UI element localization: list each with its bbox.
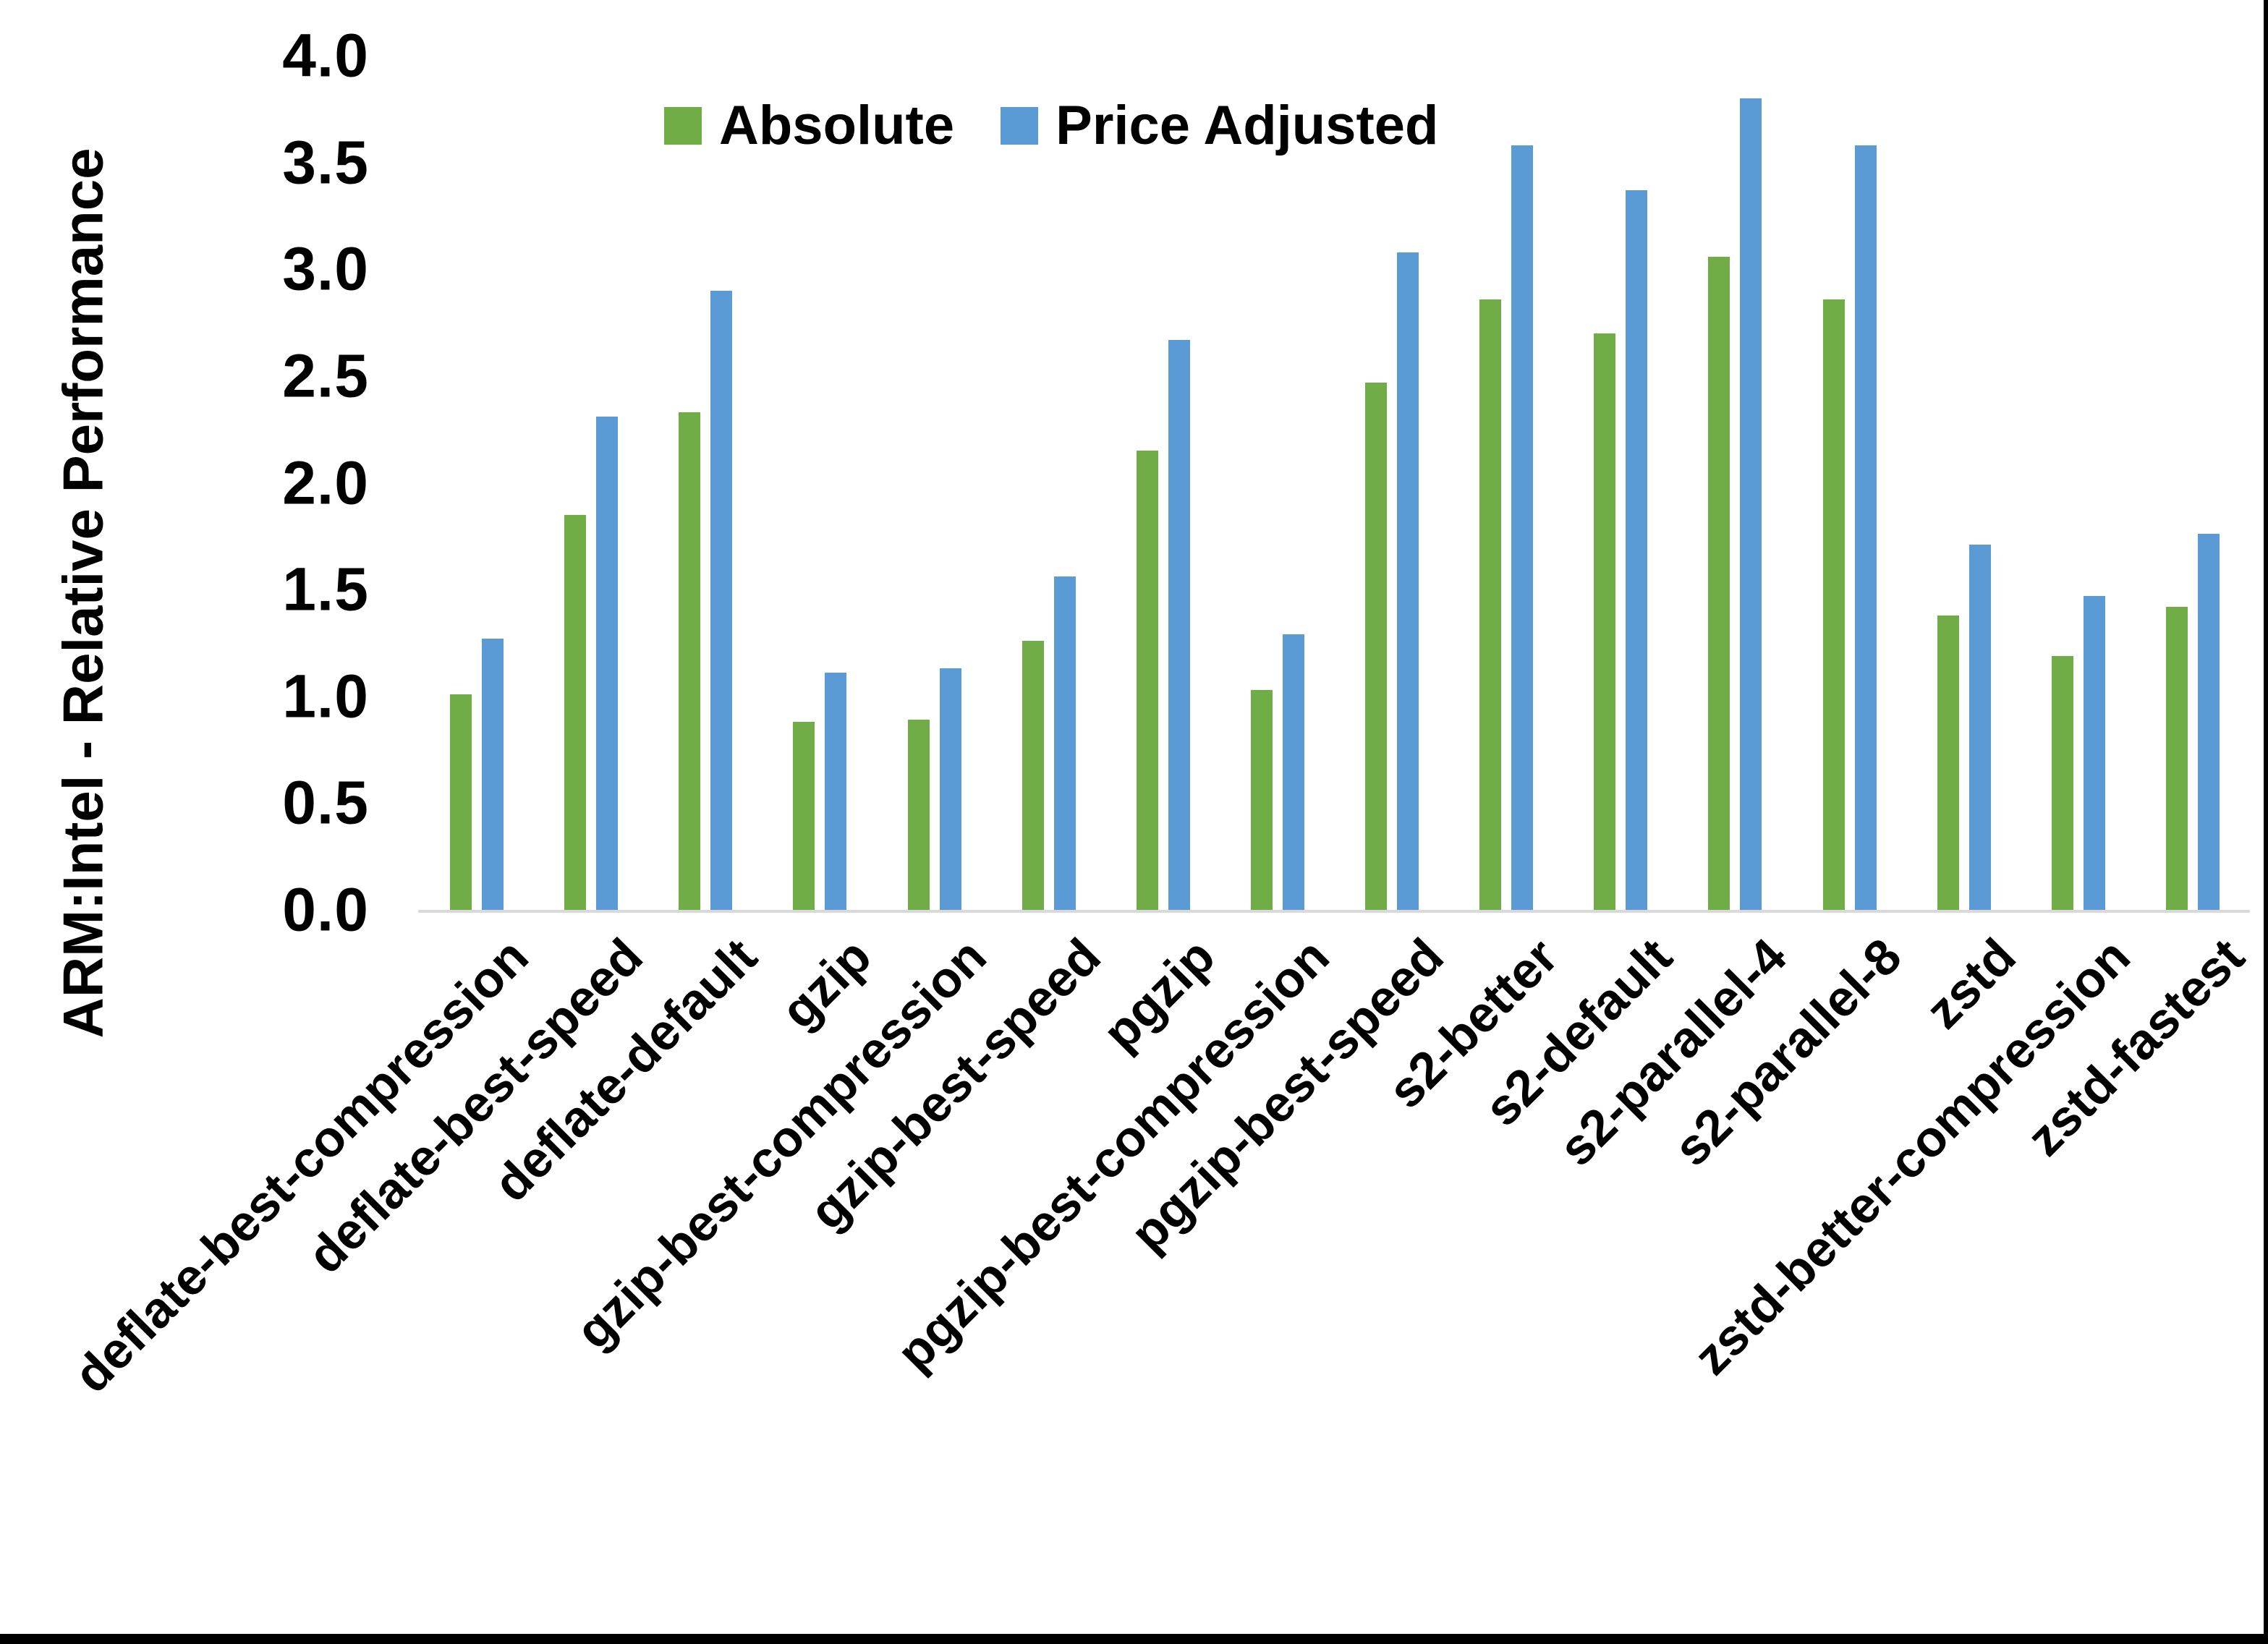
bar-price-adjusted <box>1854 145 1877 910</box>
bar-group <box>1793 56 1907 910</box>
bar-price-adjusted <box>596 416 619 910</box>
bar-group <box>648 56 763 910</box>
bar-absolute <box>1250 689 1273 910</box>
y-tick-label: 1.5 <box>282 555 369 623</box>
bar-price-adjusted <box>939 668 961 910</box>
bar-absolute <box>450 694 472 910</box>
legend-label-absolute: Absolute <box>719 95 955 156</box>
y-tick-label: 2.0 <box>282 448 369 516</box>
bar-group <box>2021 56 2136 910</box>
bar-group <box>1449 56 1563 910</box>
bar-absolute <box>1708 256 1730 910</box>
bar-group <box>1907 56 2021 910</box>
bar-price-adjusted <box>1626 190 1648 910</box>
bar-price-adjusted <box>1968 545 1991 910</box>
plot-area <box>420 56 2250 910</box>
y-tick-label: 0.0 <box>282 875 369 944</box>
bar-price-adjusted <box>1282 634 1304 910</box>
bar-price-adjusted <box>1511 145 1534 910</box>
x-tick-label: deflate-best-compression <box>63 927 539 1404</box>
bar-absolute <box>679 412 701 910</box>
bar-price-adjusted <box>1168 339 1190 910</box>
bar-absolute <box>1822 299 1845 910</box>
bar-absolute <box>564 514 587 910</box>
bar-absolute <box>1022 641 1044 910</box>
y-tick-label: 4.0 <box>282 21 369 90</box>
x-axis-baseline <box>418 910 2250 913</box>
legend-swatch-price-adjusted-icon <box>1001 106 1039 145</box>
bar-group <box>1678 56 1792 910</box>
bar-absolute <box>1479 299 1502 910</box>
y-tick-label: 2.5 <box>282 341 369 410</box>
bar-group <box>534 56 648 910</box>
legend-label-price-adjusted: Price Adjusted <box>1056 95 1439 156</box>
y-tick-label: 3.0 <box>282 234 369 303</box>
bar-absolute <box>1594 333 1616 910</box>
bar-price-adjusted <box>2197 534 2220 910</box>
bar-price-adjusted <box>1053 576 1076 910</box>
bar-group <box>763 56 877 910</box>
bar-group <box>420 56 534 910</box>
legend-swatch-absolute-icon <box>664 106 702 145</box>
y-tick-label: 0.5 <box>282 768 369 837</box>
bar-group <box>992 56 1106 910</box>
bar-group <box>1106 56 1220 910</box>
y-tick-label: 3.5 <box>282 128 369 197</box>
bar-price-adjusted <box>1397 252 1419 910</box>
bar-absolute <box>793 722 815 910</box>
bar-absolute <box>1937 615 1959 910</box>
legend-item-price-adjusted: Price Adjusted <box>1001 94 1438 157</box>
bar-price-adjusted <box>2083 595 2105 910</box>
legend-item-absolute: Absolute <box>664 94 954 157</box>
bar-group <box>1563 56 1678 910</box>
bar-group <box>1220 56 1335 910</box>
bar-group <box>2136 56 2250 910</box>
bar-price-adjusted <box>710 290 733 910</box>
bar-absolute <box>2051 655 2073 910</box>
bar-price-adjusted <box>825 673 847 910</box>
bar-group <box>1335 56 1449 910</box>
bar-price-adjusted <box>1740 98 1762 910</box>
bar-absolute <box>1136 451 1158 910</box>
legend: Absolute Price Adjusted <box>664 94 1438 157</box>
bar-price-adjusted <box>482 639 504 910</box>
y-tick-label: 1.0 <box>282 662 369 731</box>
bar-absolute <box>1365 382 1388 910</box>
bar-absolute <box>907 720 930 910</box>
bar-group <box>878 56 992 910</box>
bar-absolute <box>2165 606 2188 910</box>
